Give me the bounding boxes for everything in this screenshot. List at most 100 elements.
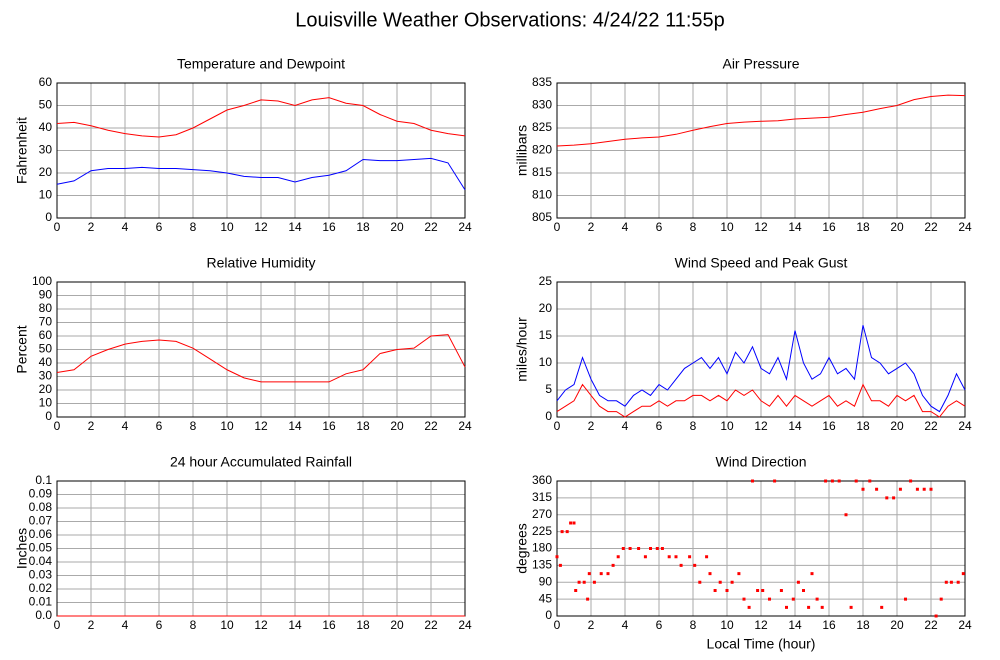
data-point — [599, 572, 603, 576]
x-tick-label: 18 — [856, 419, 870, 433]
x-tick-label: 8 — [690, 220, 697, 234]
data-point — [698, 580, 702, 584]
x-tick-label: 2 — [88, 220, 95, 234]
data-point — [830, 479, 834, 483]
x-tick-label: 6 — [156, 419, 163, 433]
y-tick-label: 20 — [539, 301, 553, 315]
data-point — [892, 496, 896, 500]
y-tick-label: 0.03 — [29, 568, 53, 582]
y-tick-label: 815 — [532, 165, 552, 179]
x-tick-label: 24 — [958, 419, 972, 433]
x-tick-label: 8 — [690, 419, 697, 433]
y-tick-label: 60 — [39, 75, 53, 89]
x-tick-label: 2 — [588, 419, 595, 433]
data-point — [854, 479, 858, 483]
x-tick-label: 24 — [458, 618, 472, 632]
plot-frame — [56, 281, 466, 418]
x-tick-label: 18 — [356, 419, 370, 433]
data-point — [611, 563, 615, 567]
y-tick-label: 360 — [532, 473, 552, 487]
data-point — [688, 555, 692, 559]
x-tick-label: 6 — [656, 419, 663, 433]
data-point — [885, 496, 889, 500]
data-point — [616, 555, 620, 559]
data-point — [586, 597, 590, 601]
y-tick-label: 60 — [39, 328, 53, 342]
x-tick-label: 18 — [356, 220, 370, 234]
x-tick-label: 8 — [190, 220, 197, 234]
data-point — [649, 547, 652, 550]
data-point — [660, 547, 664, 550]
x-tick-label: 14 — [788, 419, 802, 433]
data-point — [898, 487, 902, 491]
data-point — [725, 589, 729, 592]
x-tick-label: 4 — [122, 220, 129, 234]
y-tick-label: 10 — [39, 188, 53, 202]
y-tick-label: 5 — [545, 382, 552, 396]
data-point — [922, 487, 926, 491]
data-point — [849, 605, 853, 609]
data-point — [747, 605, 751, 609]
x-tick-label: 12 — [254, 419, 268, 433]
data-point — [802, 589, 805, 592]
chart-title: Air Pressure — [722, 56, 799, 72]
data-point — [909, 479, 913, 483]
y-tick-label: 0.08 — [29, 500, 53, 514]
data-line — [56, 334, 466, 383]
y-tick-label: 225 — [532, 524, 552, 538]
data-point — [565, 530, 569, 534]
data-point — [751, 479, 754, 483]
x-tick-label: 24 — [458, 419, 472, 433]
data-point — [807, 605, 811, 609]
data-point — [674, 555, 678, 559]
y-tick-label: 10 — [539, 355, 553, 369]
x-tick-label: 0 — [554, 220, 561, 234]
data-point — [555, 555, 559, 559]
x-tick-label: 4 — [622, 618, 629, 632]
x-tick-label: 20 — [890, 220, 904, 234]
x-tick-label: 14 — [788, 220, 802, 234]
x-tick-label: 12 — [754, 220, 768, 234]
data-point — [667, 555, 671, 559]
x-tick-label: 10 — [720, 419, 734, 433]
x-tick-label: 22 — [924, 220, 938, 234]
x-tick-label: 6 — [656, 618, 663, 632]
x-tick-label: 0 — [54, 618, 61, 632]
x-tick-label: 22 — [924, 419, 938, 433]
data-point — [718, 580, 722, 584]
data-point — [904, 597, 907, 601]
data-point — [939, 597, 943, 601]
data-point — [558, 563, 562, 567]
y-tick-label: 80 — [39, 301, 53, 315]
plot-frame — [556, 281, 966, 418]
data-point — [572, 521, 576, 525]
data-point — [655, 547, 659, 550]
x-tick-label: 12 — [754, 618, 768, 632]
y-tick-label: 0 — [45, 210, 52, 224]
y-tick-label: 25 — [539, 274, 553, 288]
data-point — [824, 479, 828, 483]
x-tick-label: 20 — [390, 618, 404, 632]
x-tick-label: 18 — [856, 618, 870, 632]
x-tick-label: 10 — [720, 220, 734, 234]
x-tick-label: 24 — [958, 220, 972, 234]
data-point — [679, 563, 683, 567]
x-tick-label: 10 — [720, 618, 734, 632]
y-tick-label: 50 — [39, 342, 53, 356]
y-tick-label: 135 — [532, 558, 552, 572]
data-point — [705, 555, 709, 559]
y-tick-label: 0 — [45, 409, 52, 423]
data-point — [621, 547, 625, 550]
x-tick-label: 2 — [88, 618, 95, 632]
x-tick-label: 0 — [54, 220, 61, 234]
plot-frame — [556, 480, 966, 617]
data-line — [556, 94, 966, 147]
y-tick-label: 180 — [532, 541, 552, 555]
y-tick-label: 0.07 — [29, 514, 53, 528]
data-point — [587, 572, 591, 576]
x-tick-label: 22 — [424, 618, 438, 632]
x-tick-label: 16 — [822, 618, 836, 632]
data-point — [737, 572, 741, 576]
x-axis-label: Local Time (hour) — [707, 636, 816, 652]
